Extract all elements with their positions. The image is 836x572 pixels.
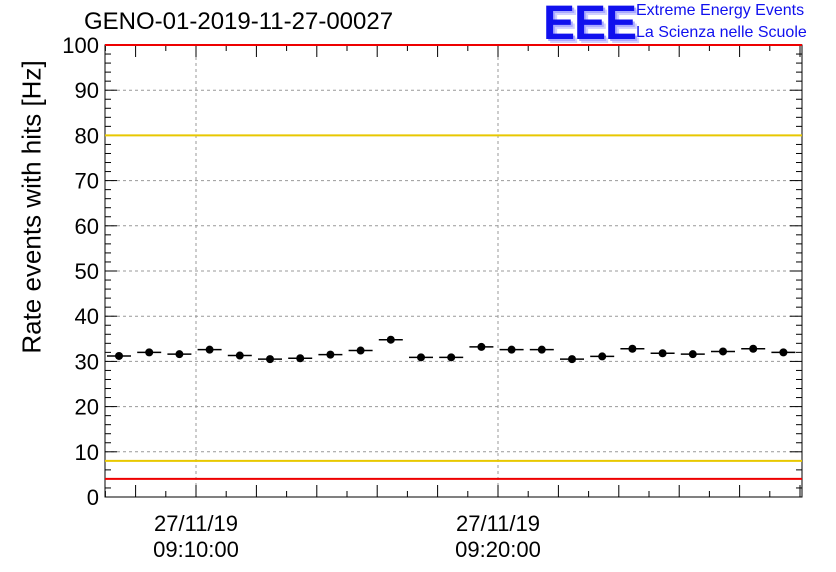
logo-line-1: Extreme Energy Events — [636, 2, 805, 19]
data-point — [417, 353, 425, 362]
data-point — [447, 353, 456, 362]
data-point — [175, 350, 184, 359]
chart-title: GENO-01-2019-11-27-00027 — [84, 8, 394, 35]
data-point — [145, 348, 154, 357]
data-point — [658, 349, 667, 358]
x-tick-label-time: 09:20:00 — [455, 537, 541, 562]
eee-logo: EEE — [543, 0, 637, 50]
x-tick-label-date: 27/11/19 — [456, 511, 540, 536]
data-point — [537, 345, 546, 354]
y-tick-label: 50 — [75, 259, 99, 284]
data-point — [719, 347, 727, 356]
logo-line-2: La Scienza nelle Scuole — [636, 24, 807, 41]
y-tick-label: 90 — [75, 78, 99, 103]
x-tick-label-date: 27/11/19 — [154, 511, 238, 536]
data-point — [628, 344, 637, 353]
data-point — [477, 342, 486, 351]
data-point — [356, 346, 365, 355]
y-tick-label: 10 — [75, 440, 99, 465]
data-point — [266, 355, 274, 364]
y-tick-label: 20 — [75, 395, 99, 420]
y-axis-label: Rate events with hits [Hz] — [16, 60, 47, 354]
y-tick-label: 100 — [62, 33, 99, 58]
data-point — [205, 345, 214, 354]
x-tick-label-time: 09:10:00 — [153, 537, 239, 562]
y-tick-label: 0 — [87, 485, 99, 510]
y-tick-label: 70 — [75, 169, 99, 194]
data-point — [688, 350, 697, 359]
data-point — [568, 355, 576, 364]
y-tick-label: 60 — [75, 214, 99, 239]
data-point — [326, 350, 335, 359]
data-point — [296, 354, 305, 363]
y-tick-label: 40 — [75, 304, 99, 329]
y-tick-label: 80 — [75, 123, 99, 148]
data-point — [235, 351, 244, 360]
data-point — [507, 345, 516, 354]
data-point — [386, 335, 395, 344]
data-point — [779, 348, 788, 357]
y-tick-label: 30 — [75, 349, 99, 374]
data-point — [749, 344, 758, 353]
data-point — [115, 351, 123, 360]
data-point — [598, 352, 607, 361]
